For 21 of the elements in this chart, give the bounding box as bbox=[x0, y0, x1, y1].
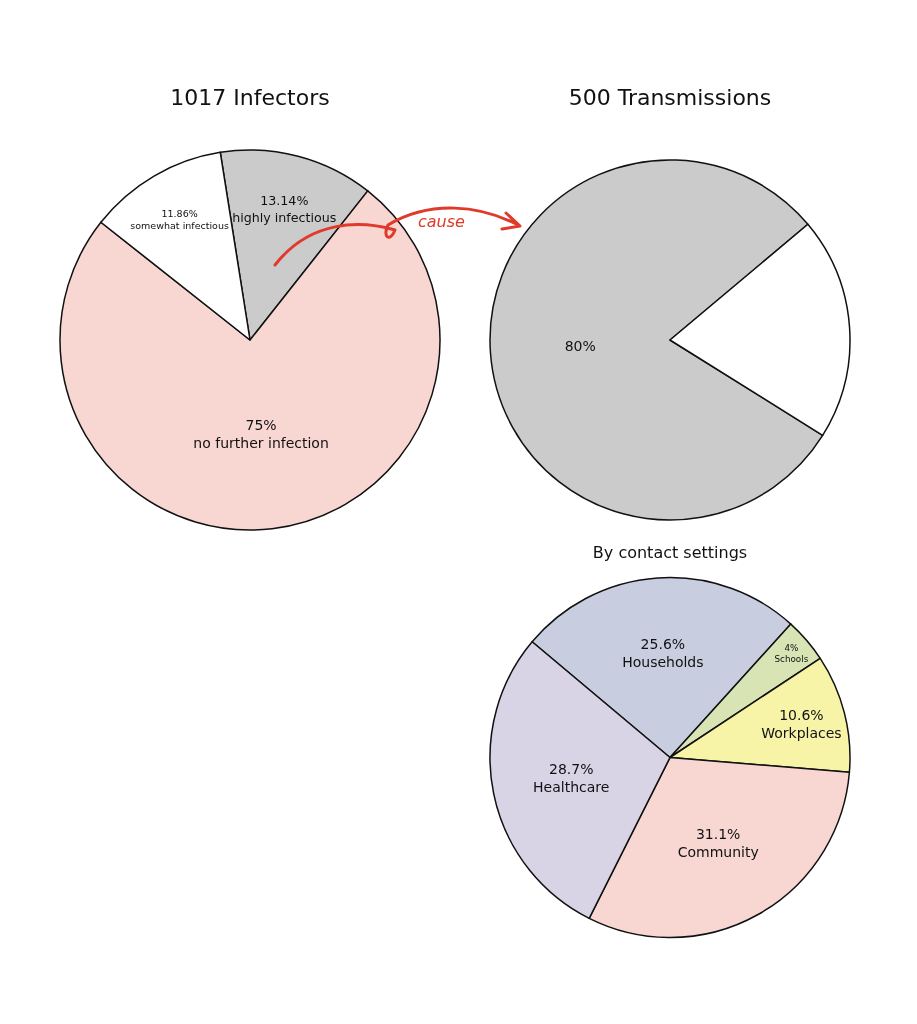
slice-label: Healthcare bbox=[533, 778, 610, 795]
slice-label: highly infectious bbox=[232, 209, 337, 225]
slice-label: no further infection bbox=[193, 435, 329, 452]
data-label: 75% bbox=[245, 417, 277, 434]
data-label: 4% bbox=[784, 642, 799, 653]
chart-title: By contact settings bbox=[592, 543, 748, 563]
data-label: 28.7% bbox=[548, 760, 594, 777]
text: cause bbox=[418, 212, 465, 231]
data-label: 80% bbox=[564, 338, 596, 355]
slice-label: Community bbox=[677, 844, 759, 861]
data-label: 11.86% bbox=[161, 208, 198, 219]
slice-label: Schools bbox=[774, 654, 809, 665]
chart-title: 1017 Infectors bbox=[170, 84, 330, 110]
chart-title: 500 Transmissions bbox=[568, 84, 772, 110]
slice-label: Workplaces bbox=[761, 724, 842, 741]
slice-label: Households bbox=[622, 654, 704, 671]
data-label: 25.6% bbox=[640, 636, 686, 653]
data-label: 10.6% bbox=[779, 706, 824, 723]
data-label: 31.1% bbox=[695, 826, 741, 843]
data-label: 13.14% bbox=[260, 193, 309, 209]
slice-label: somewhat infectious bbox=[130, 220, 229, 232]
